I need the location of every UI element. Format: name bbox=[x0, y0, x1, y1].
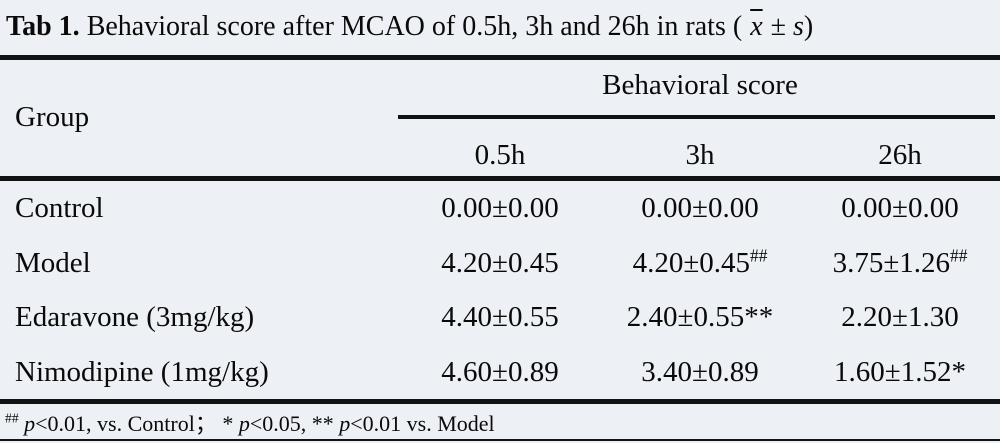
footnote-text: <0.01, vs. Control； * bbox=[35, 411, 239, 436]
footnote-marker: ## bbox=[5, 410, 19, 426]
footnote-text: <0.05, ** bbox=[249, 411, 340, 436]
value-cell: 0.00±0.00 bbox=[441, 192, 559, 225]
table-row: Model 4.20±0.45 4.20±0.45## 3.75±1.26## bbox=[0, 236, 1000, 291]
footnote-p-symbol: p bbox=[24, 411, 36, 436]
table-row: Nimodipine (1mg/kg) 4.60±0.89 3.40±0.89 1.6… bbox=[0, 345, 1000, 400]
column-header-3h: 3h bbox=[685, 139, 715, 171]
value-cell: 3.40±0.89 bbox=[641, 355, 759, 388]
value-cell: 3.75±1.26## bbox=[832, 245, 968, 279]
caption-text: Behavioral score after MCAO of 0.5h, 3h … bbox=[86, 11, 743, 42]
table-body: Control 0.00±0.00 0.00±0.00 0.00±0.00 Model 4… bbox=[0, 181, 1000, 399]
table-caption: Tab 1. Behavioral score after MCAO of 0.… bbox=[6, 10, 813, 44]
footnote-p-symbol: p bbox=[339, 411, 351, 436]
value-cell: 4.20±0.45## bbox=[632, 245, 768, 279]
table-row: Control 0.00±0.00 0.00±0.00 0.00±0.00 bbox=[0, 181, 1000, 236]
page-end-rule bbox=[0, 439, 1000, 441]
value-cell: 0.00±0.00 bbox=[841, 192, 959, 225]
value-cell: 4.60±0.89 bbox=[441, 355, 559, 388]
column-header-group: Group bbox=[15, 101, 90, 133]
value-cell: 4.20±0.45 bbox=[441, 246, 559, 279]
plus-minus-symbol: ± bbox=[770, 11, 786, 42]
table-bottom-rule bbox=[0, 399, 1000, 404]
column-header-behavioral-score: Behavioral score bbox=[602, 69, 798, 101]
value-cell: 1.60±1.52* bbox=[834, 355, 966, 388]
value-cell: 2.40±0.55** bbox=[626, 301, 774, 334]
column-header-26h: 26h bbox=[878, 139, 922, 171]
group-cell: Edaravone (3mg/kg) bbox=[15, 301, 255, 334]
group-cell: Control bbox=[15, 192, 104, 225]
top-rule bbox=[0, 55, 1000, 60]
caption-close-paren: ) bbox=[803, 11, 814, 42]
mean-symbol: x bbox=[750, 11, 763, 42]
value-cell: 0.00±0.00 bbox=[641, 192, 759, 225]
group-cell: Nimodipine (1mg/kg) bbox=[15, 355, 269, 388]
column-header-0-5h: 0.5h bbox=[474, 139, 526, 171]
value-cell: 4.40±0.55 bbox=[441, 301, 559, 334]
caption-tag: Tab 1. bbox=[6, 11, 80, 42]
sd-symbol: s bbox=[793, 11, 804, 42]
significance-marker: ## bbox=[950, 245, 968, 266]
significance-marker: ## bbox=[750, 245, 768, 266]
behavioral-score-span-rule bbox=[398, 115, 995, 119]
footnote: ## p<0.01, vs. Control； * p<0.05, ** p<0… bbox=[5, 410, 495, 438]
footnote-text: <0.01 vs. Model bbox=[350, 411, 495, 436]
table-row: Edaravone (3mg/kg) 4.40±0.55 2.40±0.55** 2.… bbox=[0, 290, 1000, 345]
header-bottom-rule bbox=[0, 176, 1000, 181]
value-cell: 2.20±1.30 bbox=[841, 301, 959, 334]
group-cell: Model bbox=[15, 246, 91, 279]
time-header-row: 0.5h 3h 26h bbox=[400, 138, 1000, 172]
footnote-p-symbol: p bbox=[238, 411, 250, 436]
